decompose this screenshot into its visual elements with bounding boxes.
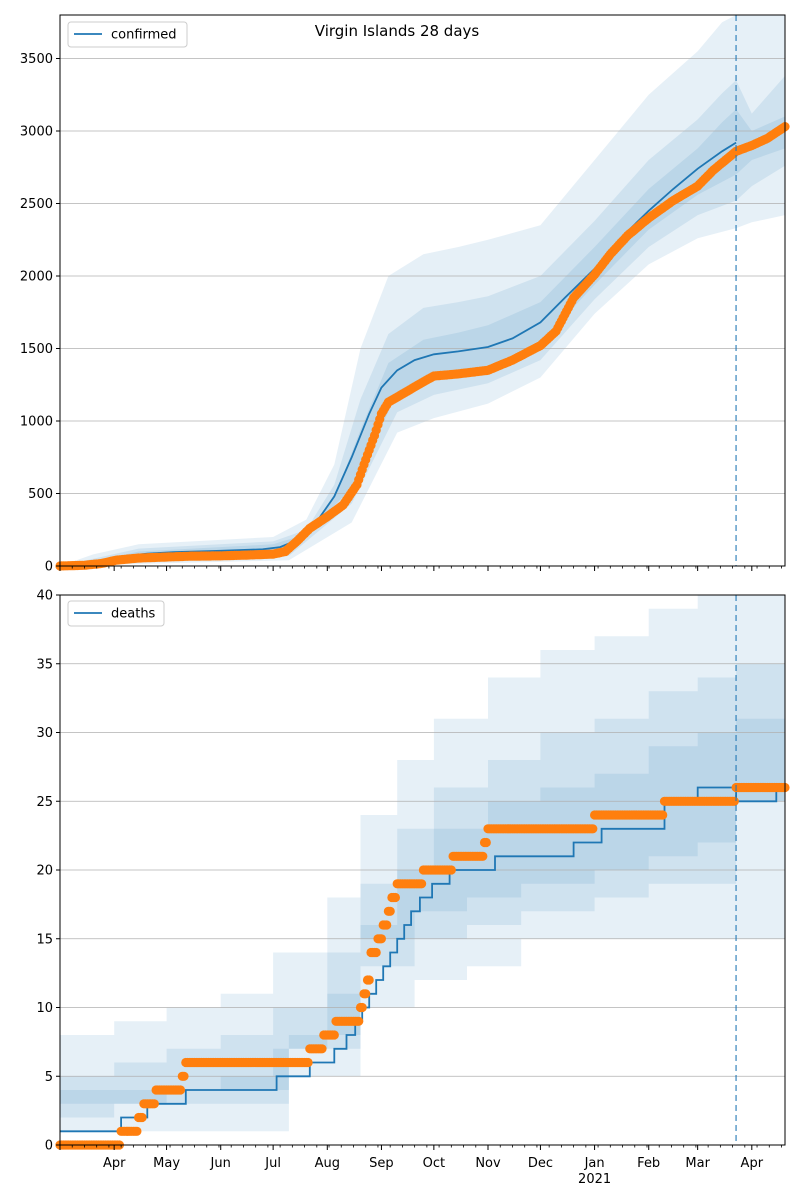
observed-point [478, 851, 488, 861]
uncertainty-band-outer [60, 15, 785, 566]
y-tick-label: 10 [36, 1001, 53, 1016]
x-month-label: May [153, 1156, 180, 1171]
observed-point [729, 796, 739, 806]
x-month-label: Oct [423, 1156, 445, 1171]
deaths-legend-label: deaths [111, 607, 156, 622]
observed-point [361, 989, 371, 999]
observed-point [376, 934, 386, 944]
observed-point [658, 810, 668, 820]
x-month-label: Jun [210, 1156, 231, 1171]
confirmed-uncertainty-bands [60, 15, 785, 566]
observed-point [179, 1071, 189, 1081]
y-tick-label: 2500 [20, 197, 53, 212]
x-month-label: Nov [475, 1156, 501, 1171]
confirmed-panel: 0 500 1000 1500 2000 2500 3000 3500 confirmed [20, 14, 790, 575]
observed-point [357, 1002, 367, 1013]
x-month-label: Dec [528, 1156, 553, 1171]
uncertainty-band-inner [60, 718, 785, 1145]
y-tick-label: 40 [36, 589, 53, 604]
y-tick-label: 15 [36, 932, 53, 947]
y-tick-label: 25 [36, 795, 53, 810]
x-month-label: Apr [103, 1156, 126, 1171]
observed-point [371, 947, 381, 958]
observed-point [303, 1057, 313, 1068]
observed-point [385, 906, 395, 916]
y-tick-label: 3000 [20, 125, 53, 140]
x-year-label: 2021 [578, 1172, 611, 1187]
observed-point [382, 920, 392, 930]
y-tick-label: 30 [36, 726, 53, 741]
y-tick-label: 20 [36, 864, 53, 879]
observed-point [417, 879, 427, 889]
y-tick-label: 1500 [20, 342, 53, 357]
chart-title: Virgin Islands 28 days [315, 22, 480, 40]
y-tick-label: 0 [45, 1139, 53, 1154]
x-month-label: Aug [315, 1156, 340, 1171]
observed-point [137, 1112, 147, 1123]
observed-point [588, 824, 598, 834]
deaths-panel: 0 5 10 15 20 25 30 35 40 Apr May Jun Jul Aug Sep Oct No… [36, 589, 790, 1187]
observed-point [446, 865, 456, 875]
observed-point [354, 1016, 364, 1026]
observed-point [364, 975, 374, 985]
x-month-label: Mar [685, 1156, 710, 1171]
y-tick-label: 1000 [20, 415, 53, 430]
uncertainty-band-middle [60, 663, 785, 1145]
observed-point [390, 892, 400, 903]
confirmed-legend: confirmed [67, 21, 188, 48]
y-tick-label: 3500 [20, 52, 53, 67]
observed-point [149, 1099, 159, 1109]
deaths-model-line [60, 786, 778, 1133]
confirmed-x-ticks [59, 566, 782, 571]
uncertainty-band-middle [60, 75, 785, 566]
observed-point [175, 1085, 186, 1095]
observed-point [132, 1126, 142, 1136]
observed-point [317, 1044, 327, 1054]
x-month-label: Sep [369, 1156, 394, 1171]
y-tick-label: 0 [45, 560, 53, 575]
deaths-observed-points [55, 782, 790, 1150]
observed-point [329, 1030, 339, 1040]
confirmed-axes-frame [59, 14, 786, 567]
deaths-x-ticks [59, 1145, 782, 1150]
x-month-label: Feb [637, 1156, 660, 1171]
observed-point [481, 837, 491, 848]
y-tick-label: 35 [36, 657, 53, 672]
x-month-label: Jan [584, 1156, 605, 1171]
x-month-label: Apr [741, 1156, 764, 1171]
y-tick-label: 500 [28, 487, 53, 502]
deaths-y-axis: 0 5 10 15 20 25 30 35 40 [36, 589, 60, 1154]
model-line [60, 786, 778, 1133]
confirmed-y-axis: 0 500 1000 1500 2000 2500 3000 3500 [20, 52, 60, 575]
x-month-label: Jul [264, 1156, 281, 1171]
y-tick-label: 5 [45, 1070, 53, 1085]
confirmed-legend-label: confirmed [111, 28, 177, 43]
deaths-legend: deaths [67, 600, 165, 627]
uncertainty-band-inner [60, 109, 785, 566]
y-tick-label: 2000 [20, 270, 53, 285]
